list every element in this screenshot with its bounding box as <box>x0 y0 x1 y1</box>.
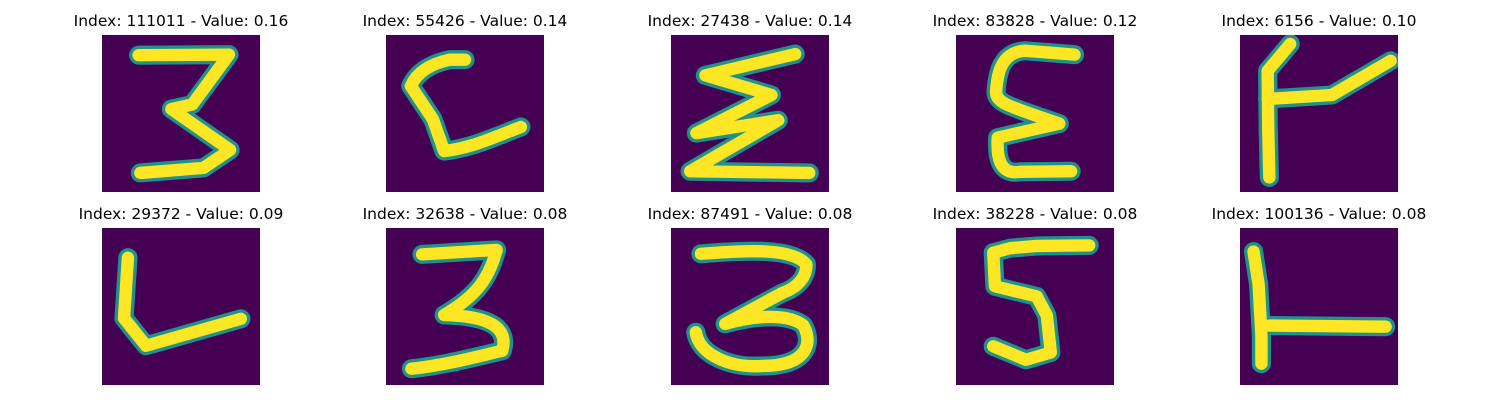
stroke-core <box>689 245 814 373</box>
panel-image <box>1240 228 1398 385</box>
panel-image <box>386 228 544 385</box>
panel-image <box>956 35 1114 192</box>
stroke-core <box>1247 245 1268 370</box>
stroke-core <box>117 251 248 352</box>
stroke-core <box>1263 319 1392 333</box>
panel-title: Index: 27438 - Value: 0.14 <box>647 12 853 30</box>
panel: Index: 100136 - Value: 0.08 <box>1199 193 1439 385</box>
panel-image <box>671 228 829 385</box>
panel: Index: 6156 - Value: 0.10 <box>1199 0 1439 192</box>
panel-image <box>671 35 829 192</box>
panel-title: Index: 38228 - Value: 0.08 <box>932 205 1138 223</box>
panel-title: Index: 87491 - Value: 0.08 <box>647 205 853 223</box>
panel-image <box>956 228 1114 385</box>
stroke-core <box>989 44 1081 179</box>
panel-title: Index: 29372 - Value: 0.09 <box>78 205 284 223</box>
panel-image <box>102 35 260 192</box>
panel-title: Index: 55426 - Value: 0.14 <box>362 12 568 30</box>
stroke-core <box>987 239 1096 366</box>
panel-title: Index: 6156 - Value: 0.10 <box>1221 12 1417 30</box>
stroke-core <box>1261 54 1397 106</box>
panel: Index: 27438 - Value: 0.14 <box>630 0 870 192</box>
stroke-core <box>683 47 816 180</box>
panel-image <box>1240 35 1398 192</box>
panel-image <box>386 35 544 192</box>
stroke-core <box>405 243 510 375</box>
panel: Index: 29372 - Value: 0.09 <box>61 193 301 385</box>
panel-title: Index: 111011 - Value: 0.16 <box>73 12 289 30</box>
stroke-core <box>132 48 237 180</box>
panel: Index: 32638 - Value: 0.08 <box>345 193 585 385</box>
panel: Index: 111011 - Value: 0.16 <box>61 0 301 192</box>
panel-title: Index: 100136 - Value: 0.08 <box>1211 205 1427 223</box>
panel-title: Index: 83828 - Value: 0.12 <box>932 12 1138 30</box>
stroke-core <box>404 53 528 158</box>
panel-title: Index: 32638 - Value: 0.08 <box>362 205 568 223</box>
panel: Index: 83828 - Value: 0.12 <box>915 0 1155 192</box>
panel: Index: 38228 - Value: 0.08 <box>915 193 1155 385</box>
panel-image <box>102 228 260 385</box>
panel: Index: 87491 - Value: 0.08 <box>630 193 870 385</box>
panel: Index: 55426 - Value: 0.14 <box>345 0 585 192</box>
